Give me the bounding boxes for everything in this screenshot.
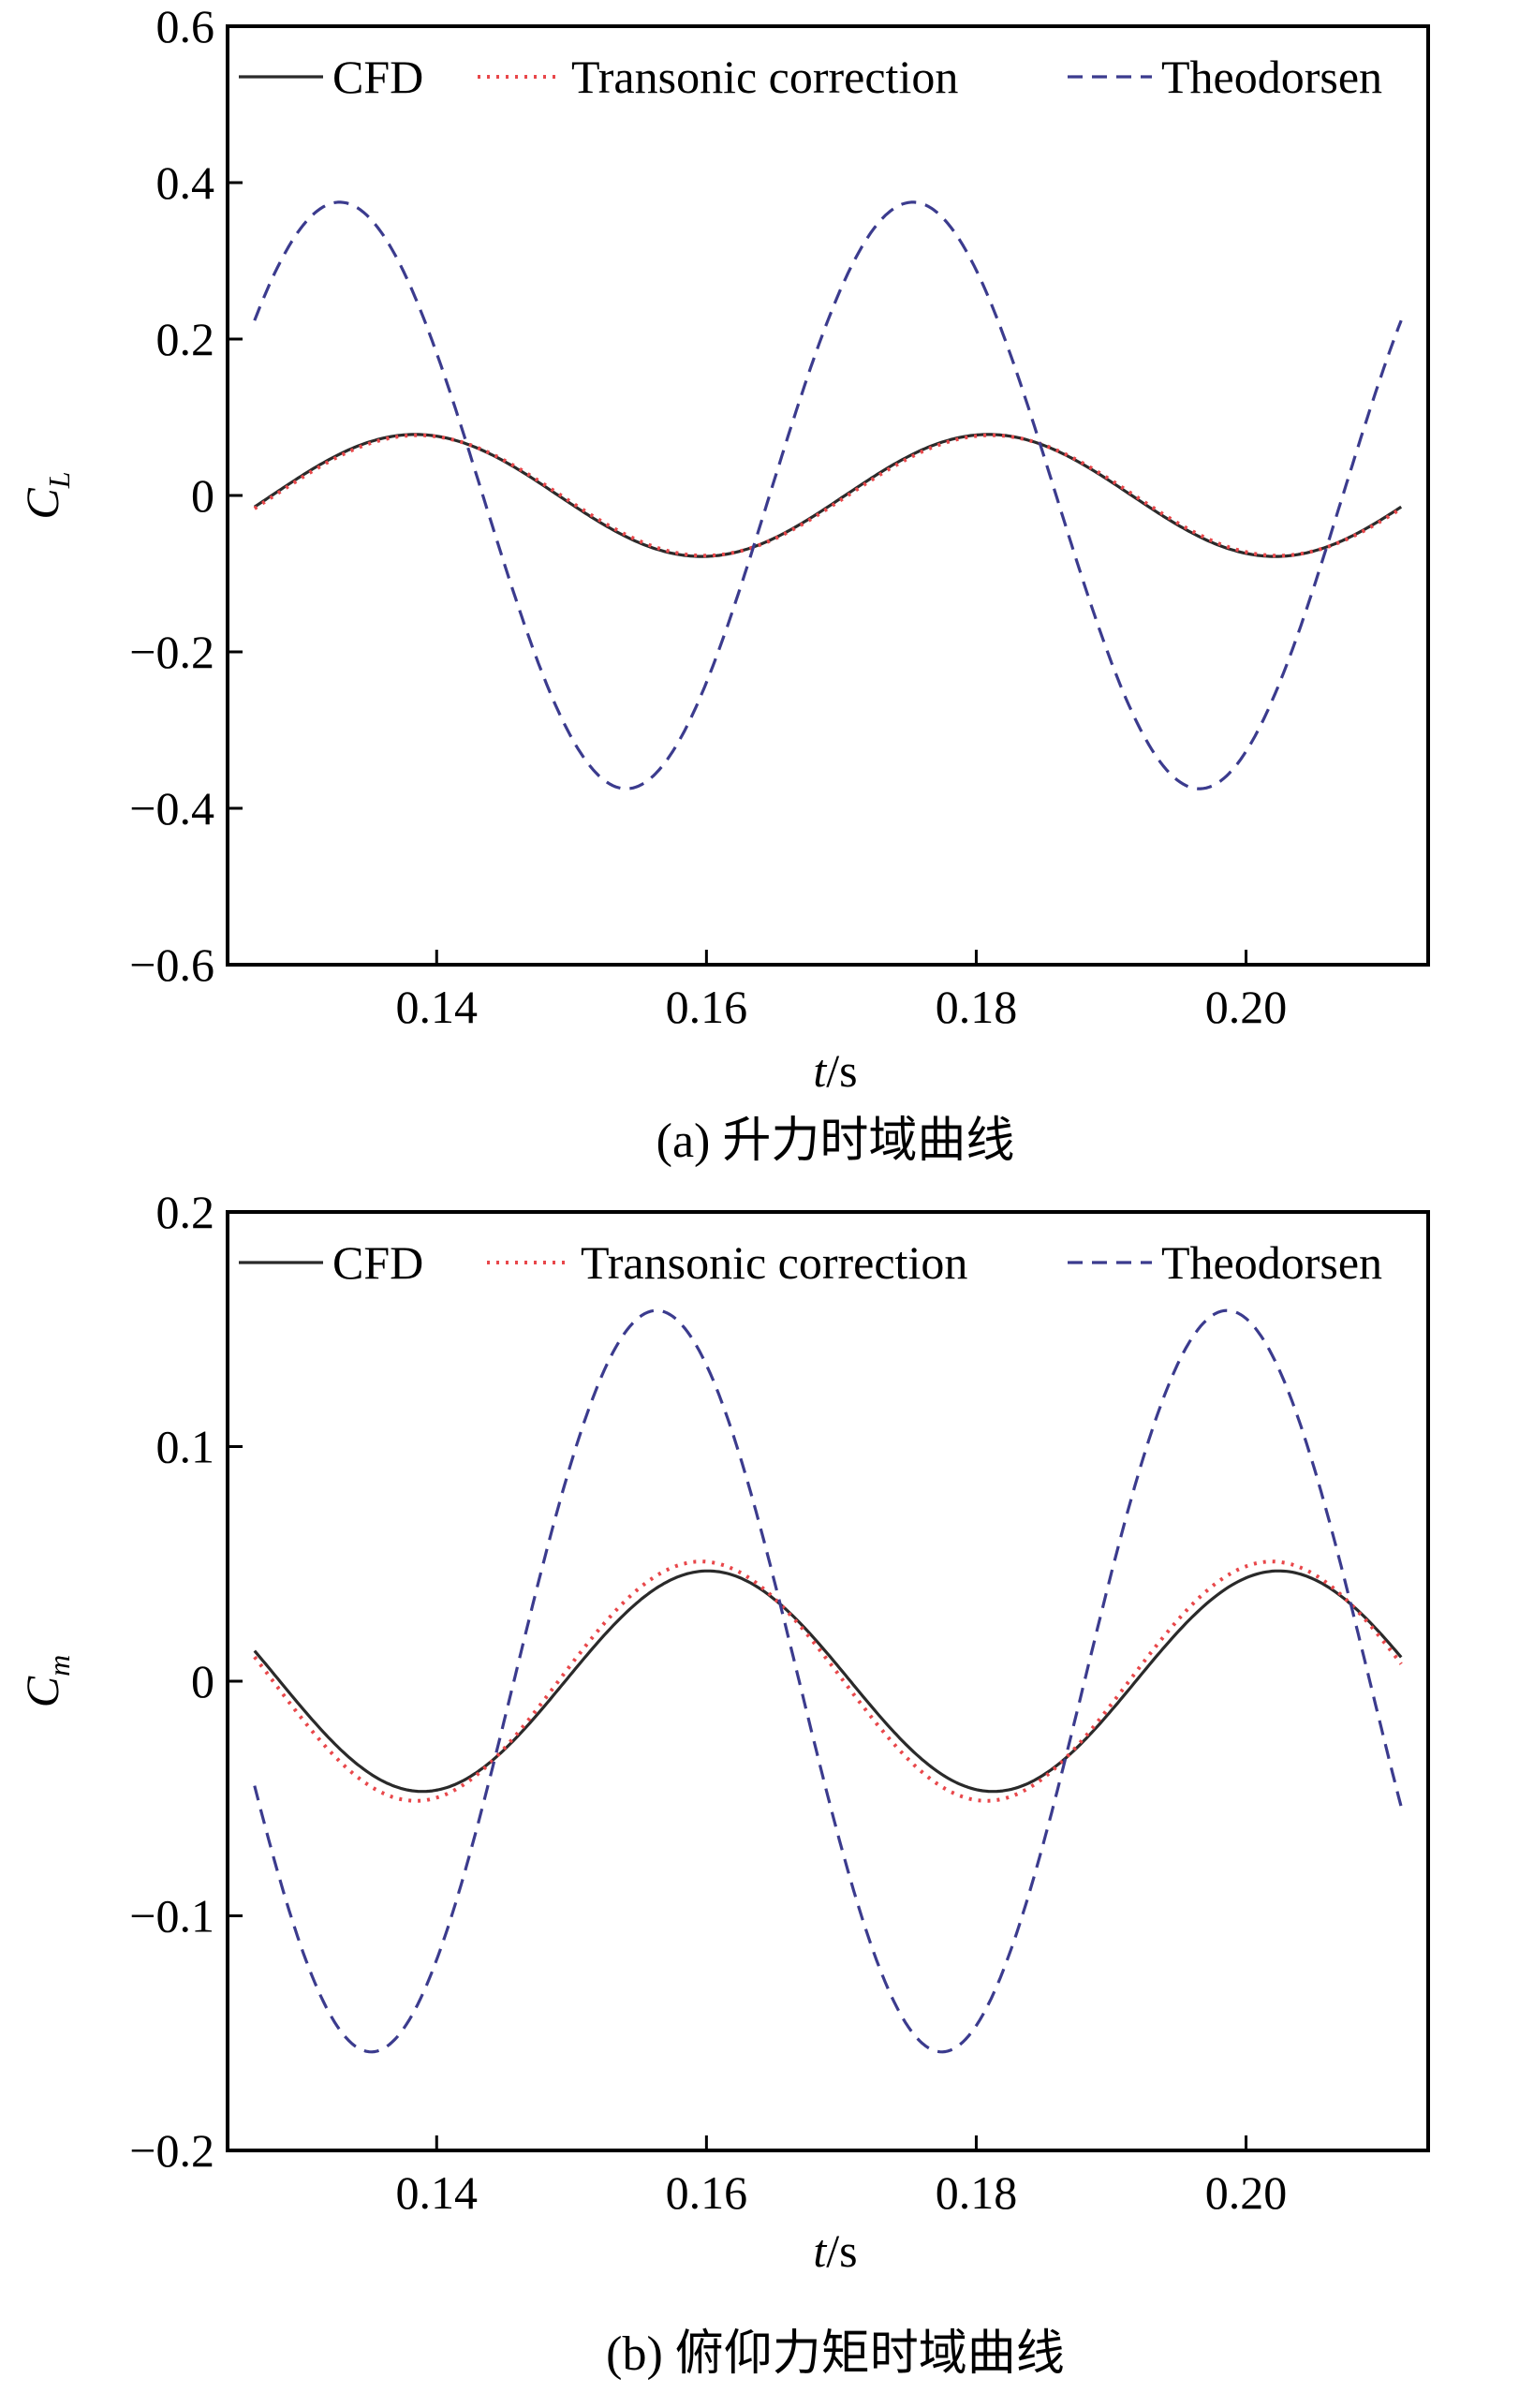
y-tick-label: −0.1 [129, 1890, 214, 1943]
legend: CFD Transonic correction Theodorsen [239, 1236, 1382, 1289]
moment-chart-panel: 0.14 0.16 0.18 0.20 0.2 0.1 0 −0.1 −0.2 CFD Trans… [16, 1186, 1430, 2381]
x-tick-label: 0.20 [1205, 981, 1288, 1033]
x-axis-label: t/s [813, 2224, 857, 2277]
series-line-cfd [253, 433, 1403, 558]
y-tick-label: −0.2 [129, 626, 214, 678]
y-axis-label: Cm [16, 1655, 76, 1707]
x-axis-label: t/s [813, 1044, 857, 1097]
y-axis-label-subscript: L [42, 471, 76, 489]
legend-label-theodorsen: Theodorsen [1161, 1236, 1382, 1289]
x-tick-label: 0.20 [1205, 2166, 1288, 2219]
x-tick-label: 0.14 [396, 2166, 479, 2219]
plot-frame [226, 1210, 1430, 2152]
y-tick-label: −0.2 [129, 2124, 214, 2177]
plot-frame [226, 24, 1430, 967]
y-tick-label: 0.2 [156, 313, 215, 365]
x-tick-label: 0.16 [666, 981, 748, 1033]
legend-label-transonic-correction: Transonic correction [571, 51, 958, 103]
series-line-transonic-correction [253, 1559, 1403, 1803]
y-axis-label-subscript: m [42, 1655, 76, 1677]
series-layer [253, 200, 1403, 790]
x-tick-label: 0.16 [666, 2166, 748, 2219]
lift-chart-panel: 0.14 0.16 0.18 0.200.60.40.20−0.2−0.4−0.6 C… [16, 0, 1430, 1168]
chart-caption: (b) 俯仰力矩时域曲线 [606, 2327, 1065, 2381]
y-axis-label: CL [16, 471, 76, 519]
y-axis-label-main: C [16, 1676, 68, 1707]
y-tick-label: −0.4 [129, 782, 214, 835]
x-tick-label: 0.14 [396, 981, 479, 1033]
y-tick-label: 0.1 [156, 1421, 215, 1473]
x-axis-label-variable: t [813, 1044, 827, 1097]
y-tick-label: 0 [191, 469, 214, 522]
axis-ticks: 0.14 0.16 0.18 0.200.60.40.20−0.2−0.4−0.6 [129, 0, 1287, 1033]
legend-label-cfd: CFD [332, 1236, 423, 1289]
y-tick-label: 0.4 [156, 156, 215, 209]
y-axis-label-main: C [16, 488, 68, 520]
chart-caption: (a) 升力时域曲线 [656, 1115, 1015, 1168]
legend-label-cfd: CFD [332, 51, 423, 103]
x-tick-label: 0.18 [936, 981, 1018, 1033]
legend: CFD Transonic correction Theodorsen [239, 51, 1382, 103]
axis-ticks: 0.14 0.16 0.18 0.20 0.2 0.1 0 −0.1 −0.2 [129, 1186, 1287, 2219]
x-axis-label-unit: /s [826, 1044, 857, 1097]
series-line-theodorsen [253, 1308, 1403, 2054]
y-tick-label: −0.6 [129, 938, 214, 991]
series-layer [253, 1308, 1403, 2054]
series-line-transonic-correction [253, 433, 1403, 558]
series-line-cfd [253, 1569, 1403, 1794]
x-axis-label-variable: t [813, 2224, 827, 2277]
x-axis-label-unit: /s [826, 2224, 857, 2277]
series-line-theodorsen [253, 200, 1403, 790]
y-tick-label: 0.6 [156, 0, 215, 52]
y-tick-label: 0 [191, 1655, 214, 1707]
y-tick-label: 0.2 [156, 1186, 215, 1238]
legend-label-theodorsen: Theodorsen [1161, 51, 1382, 103]
legend-label-transonic-correction: Transonic correction [581, 1236, 967, 1289]
x-tick-label: 0.18 [936, 2166, 1018, 2219]
